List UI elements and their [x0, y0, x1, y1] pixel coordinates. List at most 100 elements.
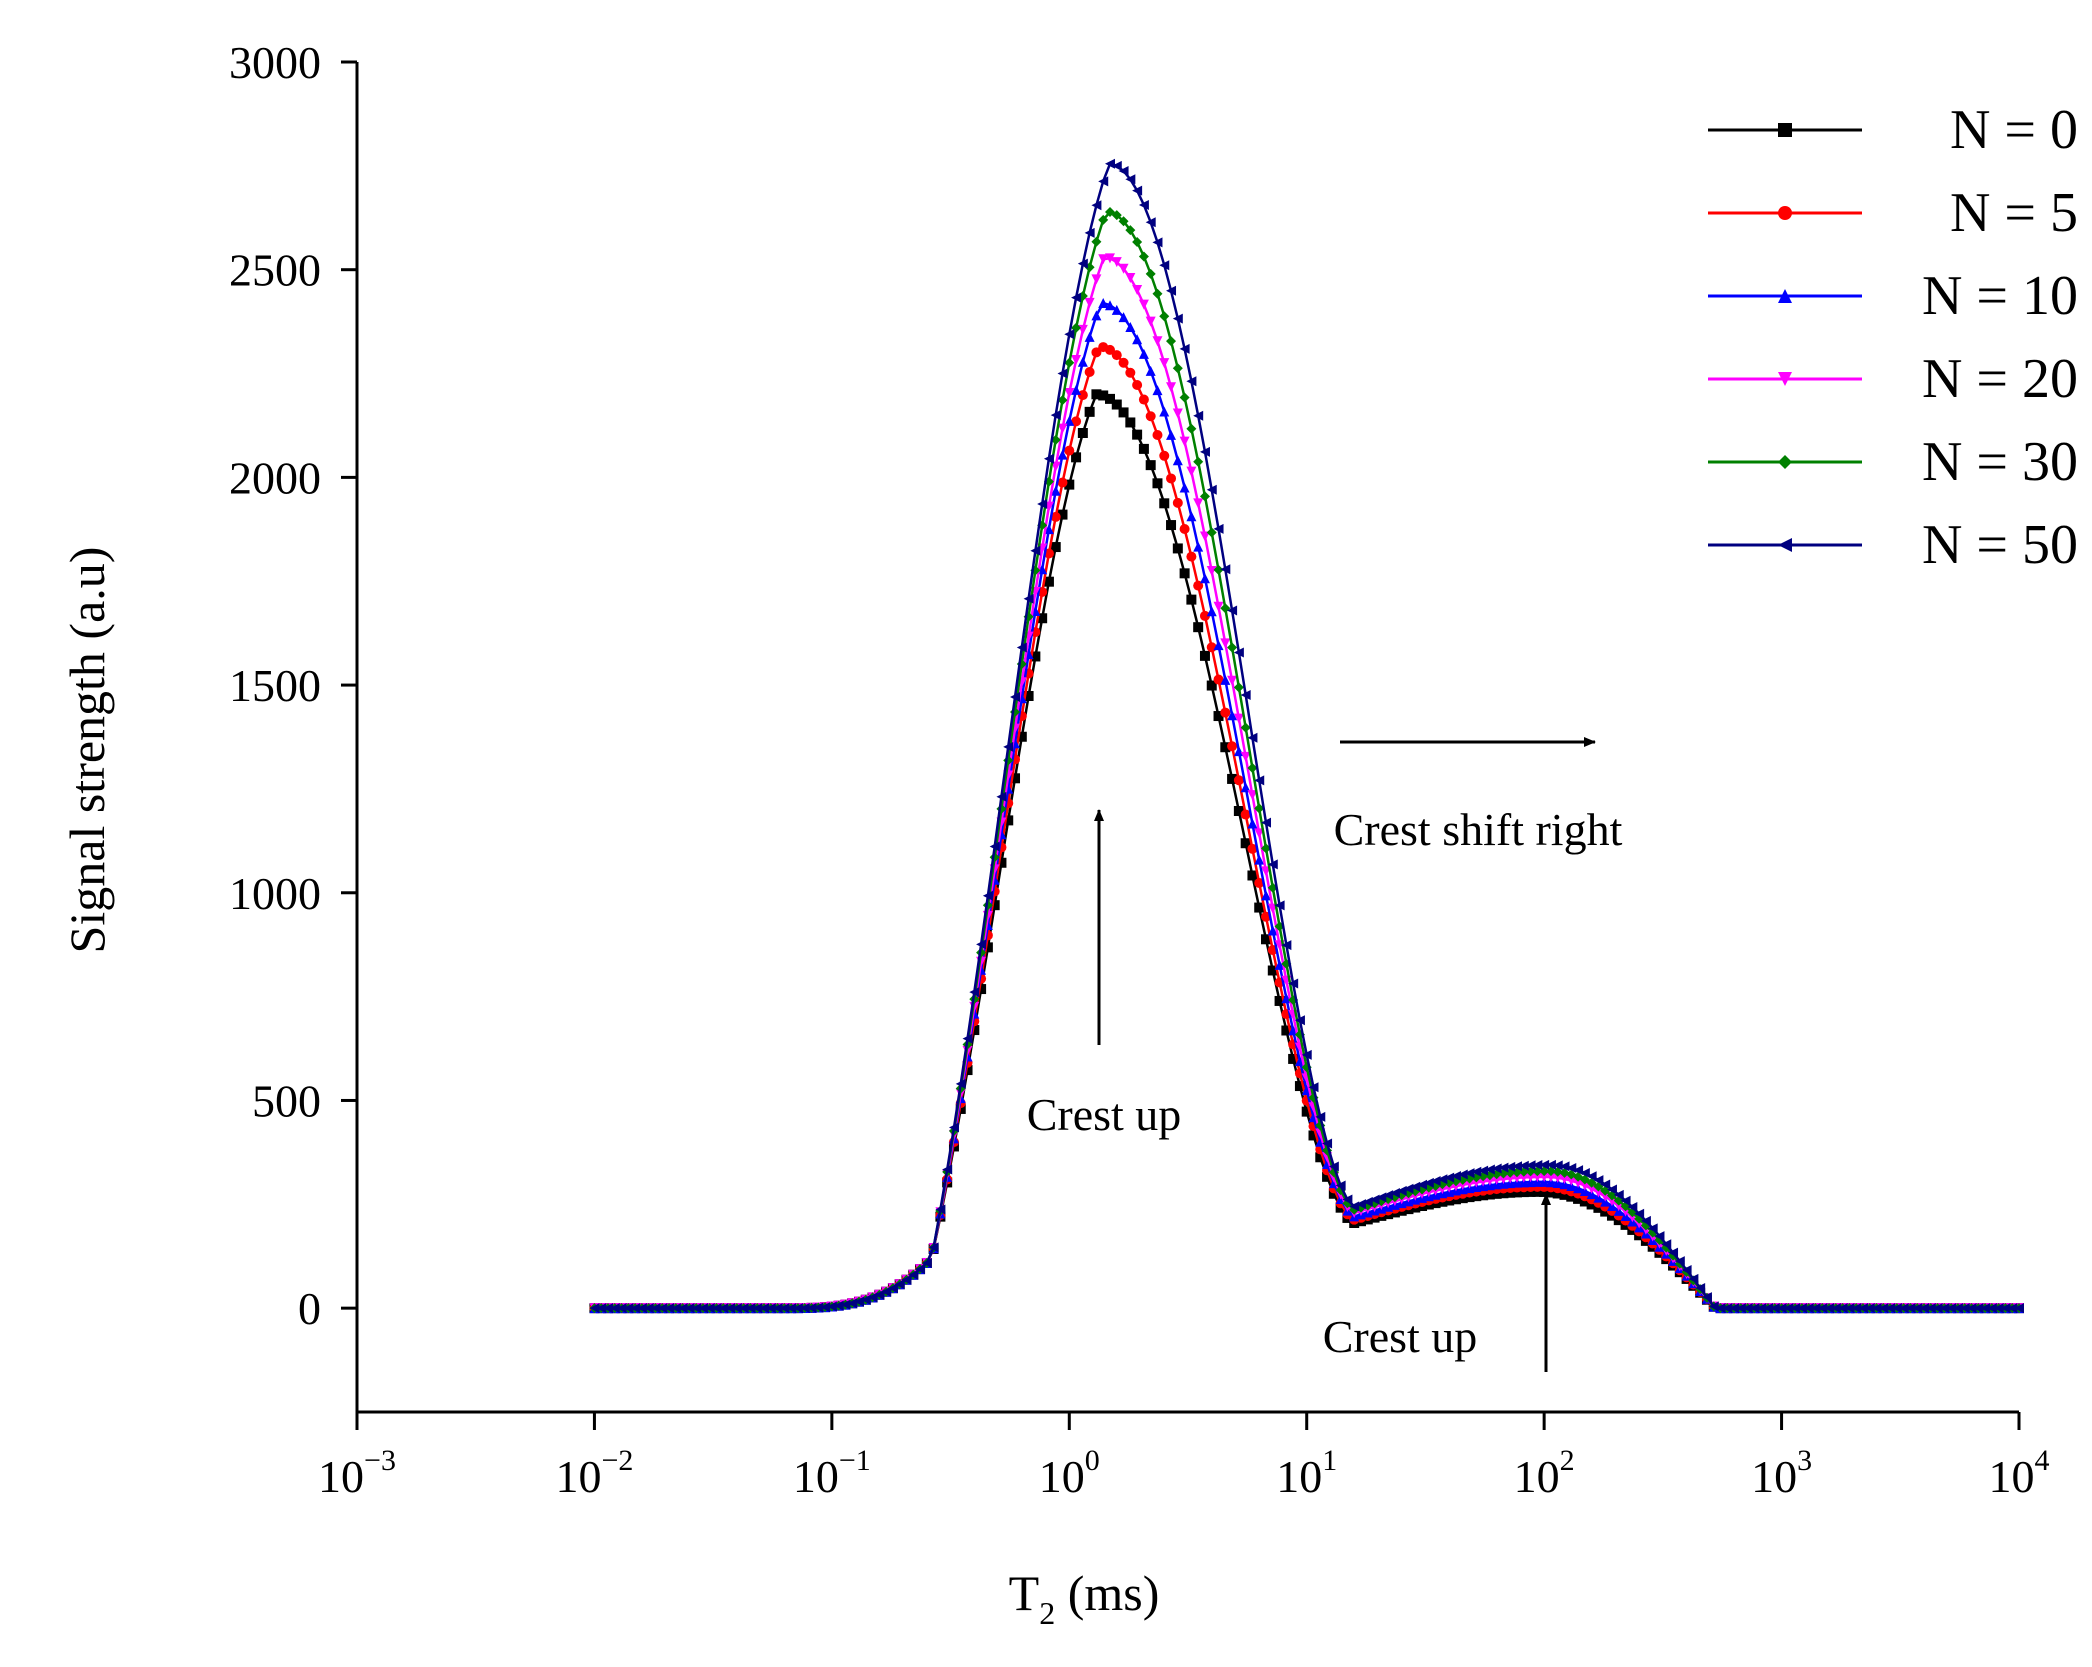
data-point — [1606, 1184, 1617, 1195]
data-point — [1437, 1174, 1448, 1185]
data-point — [792, 1303, 803, 1314]
x-tick-exp: 0 — [1085, 1444, 1100, 1477]
data-point — [1193, 498, 1204, 509]
data-point — [1959, 1303, 1970, 1314]
data-point — [1749, 1303, 1760, 1314]
data-point — [1138, 251, 1149, 262]
data-point — [1491, 1174, 1502, 1185]
data-point — [1125, 174, 1136, 185]
data-point — [915, 1264, 926, 1275]
x-tick-base: 10 — [555, 1451, 601, 1502]
data-point — [1471, 1177, 1482, 1188]
data-point — [1037, 498, 1048, 509]
data-point — [1091, 274, 1102, 285]
data-point — [1084, 406, 1095, 417]
data-point — [1111, 257, 1122, 268]
data-point — [1450, 1171, 1461, 1182]
data-point — [1186, 594, 1197, 605]
y-tick-label: 0 — [298, 1283, 321, 1334]
data-point — [1172, 313, 1183, 324]
data-point — [1172, 455, 1183, 466]
data-point — [745, 1303, 756, 1314]
series-N-0 — [589, 389, 2024, 1314]
data-point — [1111, 399, 1122, 410]
data-point — [1247, 763, 1258, 774]
data-point — [1118, 312, 1129, 323]
data-point — [1057, 449, 1068, 460]
x-axis-label-main: T — [1009, 1565, 1040, 1621]
x-tick-exp: −3 — [364, 1444, 396, 1477]
data-point — [1464, 1178, 1475, 1189]
legend-item: N = 10 — [1708, 265, 2078, 327]
data-point — [1471, 1166, 1482, 1177]
data-point — [1166, 473, 1177, 484]
data-point — [1803, 1303, 1814, 1314]
data-point — [1973, 1303, 1984, 1314]
data-point — [1769, 1303, 1780, 1314]
data-point — [1050, 461, 1061, 472]
data-point — [1512, 1161, 1523, 1172]
data-point — [1254, 854, 1265, 865]
data-point — [1701, 1292, 1712, 1303]
data-point — [1193, 410, 1204, 421]
data-point — [779, 1303, 790, 1314]
data-point — [677, 1303, 688, 1314]
y-ticks: 0 500 1000 1500 2000 2500 3000 — [229, 37, 357, 1334]
data-point — [1457, 1179, 1468, 1190]
series-N-5 — [589, 342, 2024, 1314]
data-point — [1586, 1171, 1597, 1182]
data-point — [1525, 1160, 1536, 1171]
data-point — [1871, 1303, 1882, 1314]
data-point — [1030, 545, 1041, 556]
data-point — [1077, 428, 1088, 439]
data-point — [935, 1204, 946, 1215]
series-N-50 — [589, 158, 2024, 1314]
data-point — [1600, 1179, 1611, 1190]
data-point — [1152, 385, 1163, 396]
data-point — [820, 1302, 831, 1313]
data-point — [1111, 350, 1122, 361]
data-point — [1186, 466, 1197, 477]
data-point — [1410, 1181, 1421, 1192]
data-point — [1125, 225, 1136, 236]
data-point — [1199, 491, 1210, 502]
data-point — [1851, 1303, 1862, 1314]
data-point — [1857, 1303, 1868, 1314]
data-point — [1620, 1195, 1631, 1206]
data-point — [711, 1303, 722, 1314]
data-point — [1098, 298, 1109, 309]
data-point — [1206, 566, 1217, 577]
data-point — [1199, 610, 1210, 621]
x-tick-label: 10−1 — [793, 1444, 871, 1502]
data-point — [1423, 1177, 1434, 1188]
data-point — [1491, 1163, 1502, 1174]
data-point — [1735, 1303, 1746, 1314]
data-point — [1539, 1171, 1550, 1182]
data-point — [1573, 1177, 1584, 1188]
data-point — [1145, 411, 1156, 422]
data-point — [1179, 392, 1190, 403]
data-point — [1478, 1165, 1489, 1176]
data-point — [1084, 366, 1095, 377]
x-tick-label: 100 — [1039, 1444, 1100, 1502]
data-point — [1756, 1303, 1767, 1314]
data-point — [881, 1286, 892, 1297]
data-point — [1715, 1303, 1726, 1314]
data-point — [657, 1303, 668, 1314]
data-point — [1077, 390, 1088, 401]
data-point — [1600, 1196, 1611, 1207]
data-point — [1064, 329, 1075, 340]
x-tick-base: 10 — [1514, 1451, 1560, 1502]
legend-item: N = 0 — [1708, 99, 2078, 161]
data-point — [1132, 334, 1143, 345]
data-point — [2014, 1303, 2024, 1314]
data-point — [847, 1298, 858, 1309]
data-point — [1898, 1303, 1909, 1314]
data-point — [1193, 622, 1204, 633]
data-point — [1627, 1202, 1638, 1213]
data-point — [1125, 273, 1136, 284]
data-point — [1559, 1161, 1570, 1172]
data-point — [1057, 395, 1068, 406]
data-point — [1104, 158, 1115, 169]
data-point — [697, 1303, 708, 1314]
